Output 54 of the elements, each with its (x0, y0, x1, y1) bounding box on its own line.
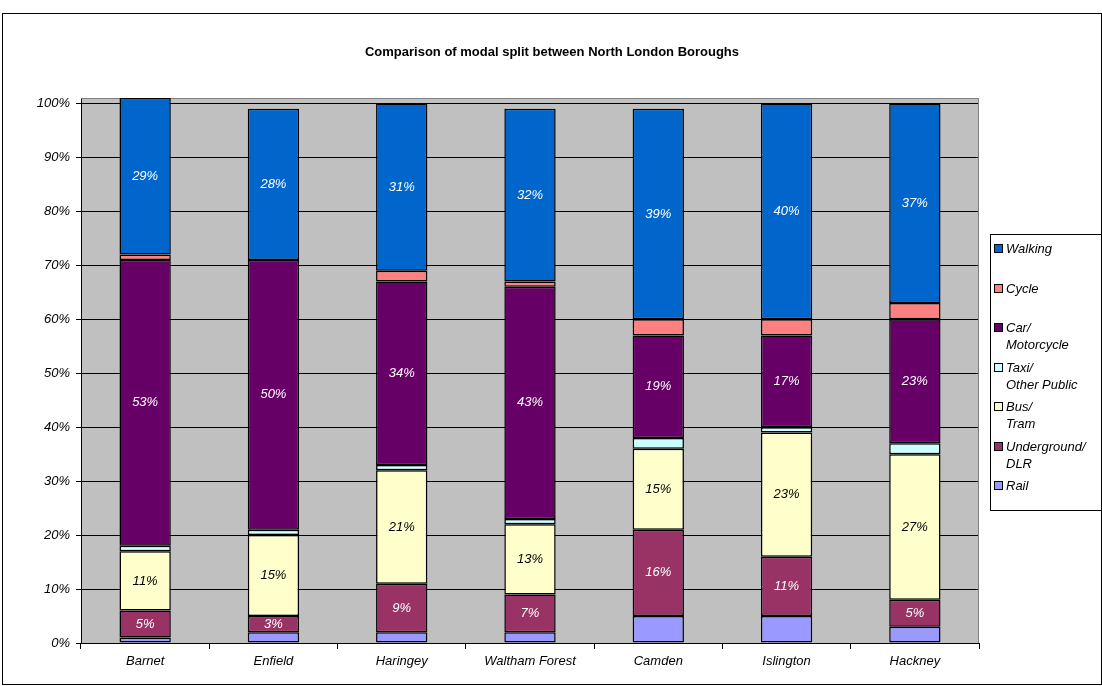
data-label: 29% (131, 167, 159, 183)
data-label: 53% (132, 394, 159, 410)
legend-label: Cycle (1006, 279, 1039, 297)
data-label: 5% (905, 604, 925, 620)
data-label: 31% (388, 178, 415, 194)
data-label: 40% (773, 202, 800, 218)
data-label: 23% (900, 372, 928, 388)
data-label: 39% (645, 205, 672, 221)
y-tick-label: 0% (51, 634, 70, 650)
y-tick-label: 90% (43, 148, 70, 164)
x-tick-label: Haringey (375, 653, 430, 669)
data-label: 9% (392, 599, 412, 615)
y-tick-label: 100% (36, 95, 70, 111)
data-label: 15% (260, 567, 287, 583)
x-tick-label: Islington (762, 653, 811, 669)
legend-label: Taxi/ Other Public (1006, 358, 1078, 393)
chart-title: Comparison of modal split between North London Boroughs (363, 44, 741, 60)
legend-label: Underground/ DLR (1006, 437, 1086, 472)
y-tick-label: 70% (43, 256, 70, 272)
y-tick-label: 40% (43, 418, 70, 434)
data-label: 13% (516, 550, 544, 566)
x-tick-label: Barnet (125, 653, 166, 669)
y-tick-label: 20% (42, 526, 70, 542)
x-tick-label: Hackney (889, 653, 942, 669)
legend-label: Walking (1006, 240, 1053, 257)
x-tick-label: Camden (633, 653, 683, 669)
x-tick-label: Waltham Forest (484, 653, 578, 669)
y-tick-label: 80% (43, 202, 70, 218)
data-label: 5% (135, 615, 155, 631)
data-label: 17% (773, 372, 800, 388)
data-label: 28% (259, 175, 287, 191)
data-label: 23% (772, 486, 800, 502)
data-label: 43% (516, 394, 544, 410)
y-tick-label: 30% (43, 472, 70, 488)
data-label: 34% (388, 364, 415, 380)
data-label: 37% (901, 194, 928, 210)
data-label: 11% (132, 572, 158, 588)
data-label: 50% (260, 386, 287, 402)
y-tick-label: 50% (43, 364, 70, 380)
data-label: 27% (900, 518, 928, 534)
data-label: 16% (645, 564, 672, 580)
legend-label: Bus/ Tram (1006, 398, 1036, 432)
y-tick-label: 10% (43, 580, 70, 596)
data-label: 21% (387, 518, 415, 534)
data-label: 7% (520, 604, 540, 620)
data-label: 19% (645, 378, 672, 394)
data-label: 15% (645, 480, 672, 496)
data-label: 3% (264, 615, 283, 631)
data-label: 11% (774, 577, 800, 593)
legend-label: Rail (1006, 477, 1029, 494)
data-label: 32% (516, 186, 544, 202)
y-tick-label: 60% (43, 310, 70, 326)
legend-label: Car/ Motorcycle (1006, 319, 1069, 353)
x-tick-label: Enfield (253, 653, 295, 669)
